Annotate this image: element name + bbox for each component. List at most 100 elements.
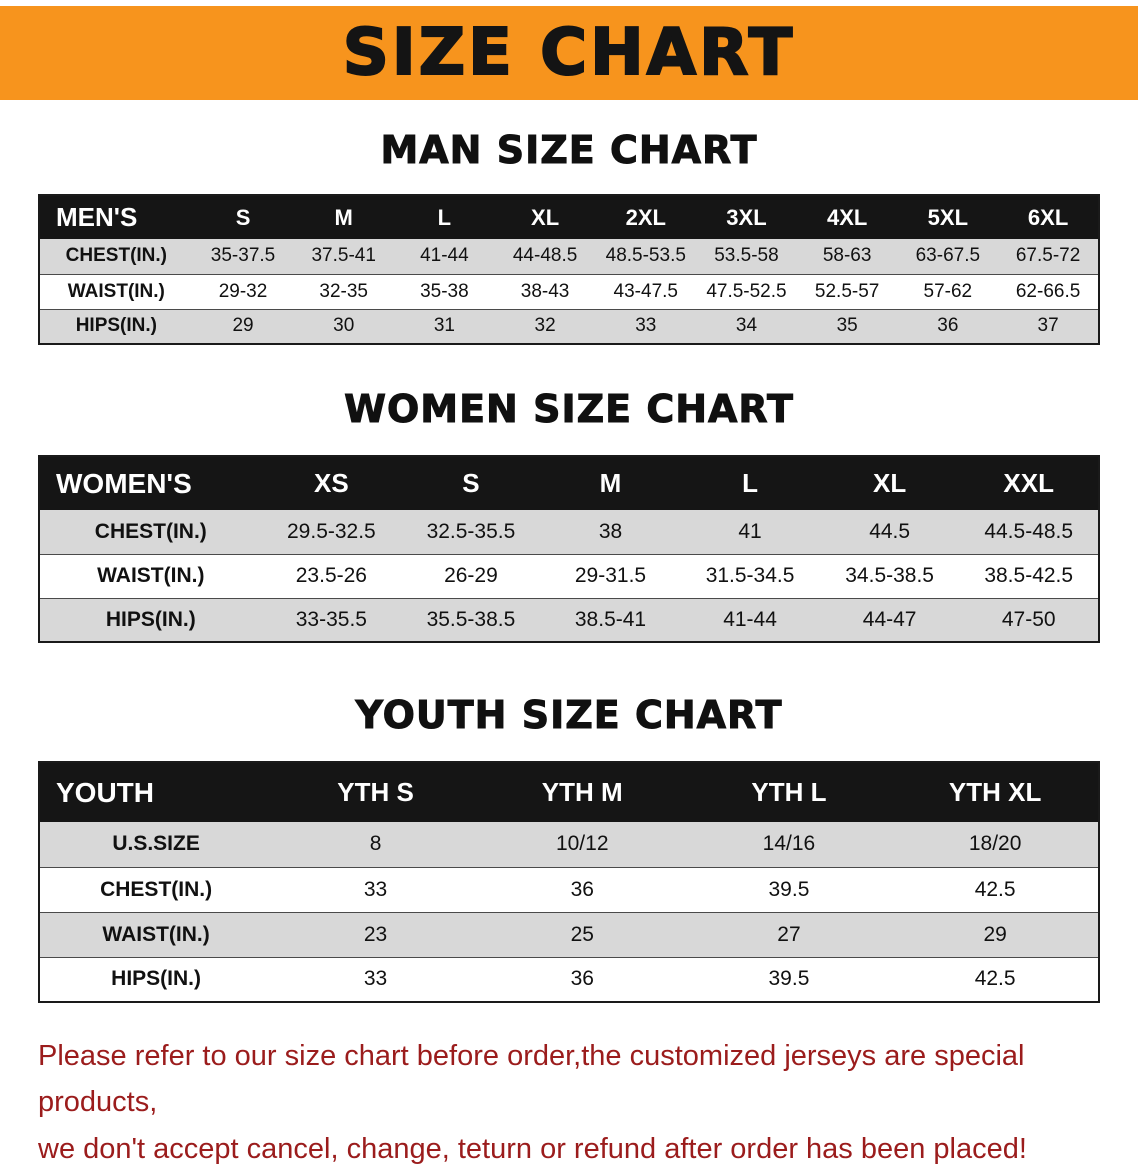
measurement-value: 48.5-53.5 [605, 245, 686, 267]
youth-corner-label: YOUTH [39, 762, 273, 822]
measurement-label: WAIST(IN.) [102, 922, 210, 946]
measurement-value: 42.5 [974, 877, 1016, 901]
measurement-value: 26-29 [444, 564, 498, 587]
measurement-value: 33 [363, 877, 388, 901]
measurement-value: 31 [433, 315, 455, 337]
measurement-value: 36 [570, 877, 594, 901]
men-size-section: MAN SIZE CHART MEN'S S M L XL 2XL 3XL 4XL 5XL 6XL… [0, 128, 1138, 345]
size-column-header: YTH S [272, 762, 479, 822]
size-column-header: 2XL [595, 195, 697, 239]
men-size-table: MEN'S S M L XL 2XL 3XL 4XL 5XL 6XL CHEST(IN.) 35-37… [38, 194, 1100, 345]
measurement-label: CHEST(IN.) [65, 245, 167, 267]
measurement-label: WAIST(IN.) [67, 280, 165, 302]
youth-section-heading: YOUTH SIZE CHART [355, 693, 783, 738]
notice-line-2: we don't accept cancel, change, teturn o… [38, 1132, 1027, 1165]
size-column-header: XS [261, 456, 402, 510]
measurement-value: 37.5-41 [311, 245, 376, 267]
measurement-label: HIPS(IN.) [75, 315, 157, 337]
measurement-label: CHEST(IN.) [94, 519, 207, 543]
measurement-value: 43-47.5 [613, 280, 678, 302]
notice-line-1: Please refer to our size chart before or… [38, 1040, 1025, 1119]
measurement-value: 41-44 [723, 607, 777, 631]
measurement-value: 33 [363, 967, 388, 991]
measurement-row: WAIST(IN.) 23.5-26 26-29 29-31.5 31.5-34.5 34… [39, 554, 1099, 598]
measurement-value: 25 [570, 922, 594, 946]
measurement-label: WAIST(IN.) [97, 564, 205, 587]
banner: SIZE CHART [0, 6, 1138, 100]
measurement-value: 18/20 [968, 832, 1022, 856]
size-column-header: 4XL [796, 195, 898, 239]
measurement-value: 37 [1037, 315, 1059, 337]
youth-size-section: YOUTH SIZE CHART YOUTH YTH S YTH M YTH L YTH… [0, 693, 1138, 1003]
measurement-value: 39.5 [768, 967, 810, 991]
measurement-value: 38.5-42.5 [984, 564, 1074, 587]
measurement-value: 32 [534, 315, 556, 337]
size-column-header: XL [494, 195, 596, 239]
measurement-value: 33 [635, 315, 657, 337]
measurement-value: 8 [369, 832, 382, 856]
measurement-value: 44-48.5 [512, 245, 578, 267]
measurement-value: 47.5-52.5 [706, 280, 787, 302]
youth-size-table: YOUTH YTH S YTH M YTH L YTH XL U.S.SIZE 8 10/12… [38, 761, 1100, 1003]
men-section-heading: MAN SIZE CHART [380, 128, 758, 173]
measurement-value: 35-37.5 [210, 245, 276, 267]
measurement-value: 67.5-72 [1015, 245, 1081, 267]
size-column-header: L [680, 456, 820, 510]
measurement-label: CHEST(IN.) [100, 877, 213, 901]
measurement-value: 36 [937, 315, 959, 337]
men-corner-label: MEN'S [39, 195, 193, 239]
measurement-value: 63-67.5 [915, 245, 981, 267]
measurement-value: 29-31.5 [574, 564, 647, 587]
measurement-value: 32-35 [319, 280, 369, 302]
measurement-row: HIPS(IN.) 33 36 39.5 42.5 [39, 957, 1099, 1002]
measurement-row: CHEST(IN.) 29.5-32.5 32.5-35.5 38 41 44.5 44.5… [39, 510, 1099, 554]
measurement-value: 42.5 [974, 967, 1016, 991]
measurement-value: 41 [738, 519, 762, 543]
measurement-row: WAIST(IN.) 23 25 27 29 [39, 912, 1099, 957]
measurement-value: 44-47 [862, 607, 917, 631]
size-chart-page: SIZE CHART MAN SIZE CHART MEN'S S M L XL 2XL 3… [0, 6, 1138, 1165]
measurement-label: HIPS(IN.) [111, 967, 202, 991]
measurement-value: 29 [983, 922, 1007, 946]
women-table-header-row: WOMEN'S XS S M L XL XXL [39, 456, 1099, 510]
measurement-value: 38.5-41 [574, 607, 647, 631]
measurement-row: HIPS(IN.) 29 30 31 32 33 34 35 36 37 [39, 309, 1099, 344]
measurement-value: 33-35.5 [295, 607, 367, 631]
women-corner-label: WOMEN'S [39, 456, 262, 510]
measurement-value: 39.5 [768, 877, 810, 901]
measurement-value: 23 [363, 922, 388, 946]
measurement-value: 52.5-57 [814, 280, 880, 302]
youth-table-header-row: YOUTH YTH S YTH M YTH L YTH XL [39, 762, 1099, 822]
size-column-header: 6XL [998, 195, 1099, 239]
women-size-table: WOMEN'S XS S M L XL XXL CHEST(IN.) 29.5-32.5 32.5… [38, 455, 1100, 643]
page-title: SIZE CHART [342, 15, 796, 91]
size-column-header: M [540, 456, 681, 510]
measurement-row: HIPS(IN.) 33-35.5 35.5-38.5 38.5-41 41-44 44-… [39, 598, 1099, 642]
measurement-value: 44.5 [869, 519, 911, 543]
measurement-row: CHEST(IN.) 33 36 39.5 42.5 [39, 867, 1099, 912]
measurement-value: 34.5-38.5 [845, 564, 934, 587]
measurement-value: 14/16 [762, 832, 816, 856]
size-column-header: YTH XL [892, 762, 1099, 822]
size-column-header: YTH M [478, 762, 686, 822]
measurement-label: HIPS(IN.) [105, 607, 196, 631]
size-column-header: XL [819, 456, 960, 510]
size-column-header: XXL [959, 456, 1099, 510]
measurement-value: 44.5-48.5 [984, 519, 1074, 543]
measurement-value: 10/12 [555, 832, 609, 856]
measurement-value: 29-32 [218, 280, 268, 302]
measurement-label: U.S.SIZE [112, 832, 200, 856]
size-column-header: 5XL [897, 195, 999, 239]
measurement-row: CHEST(IN.) 35-37.5 37.5-41 41-44 44-48.5 48.5… [39, 239, 1099, 274]
measurement-value: 57-62 [923, 280, 973, 302]
women-size-section: WOMEN SIZE CHART WOMEN'S XS S M L XL XXL CHEST(… [0, 387, 1138, 643]
measurement-row: WAIST(IN.) 29-32 32-35 35-38 38-43 43-47.5 47.… [39, 274, 1099, 309]
order-notice: Please refer to our size chart before or… [38, 1033, 1138, 1172]
measurement-value: 23.5-26 [295, 564, 367, 587]
measurement-value: 35.5-38.5 [426, 607, 516, 631]
men-table-header-row: MEN'S S M L XL 2XL 3XL 4XL 5XL 6XL [39, 195, 1099, 239]
size-column-header: L [394, 195, 495, 239]
measurement-value: 34 [735, 315, 758, 337]
size-column-header: YTH L [685, 762, 893, 822]
measurement-value: 47-50 [1001, 607, 1056, 631]
